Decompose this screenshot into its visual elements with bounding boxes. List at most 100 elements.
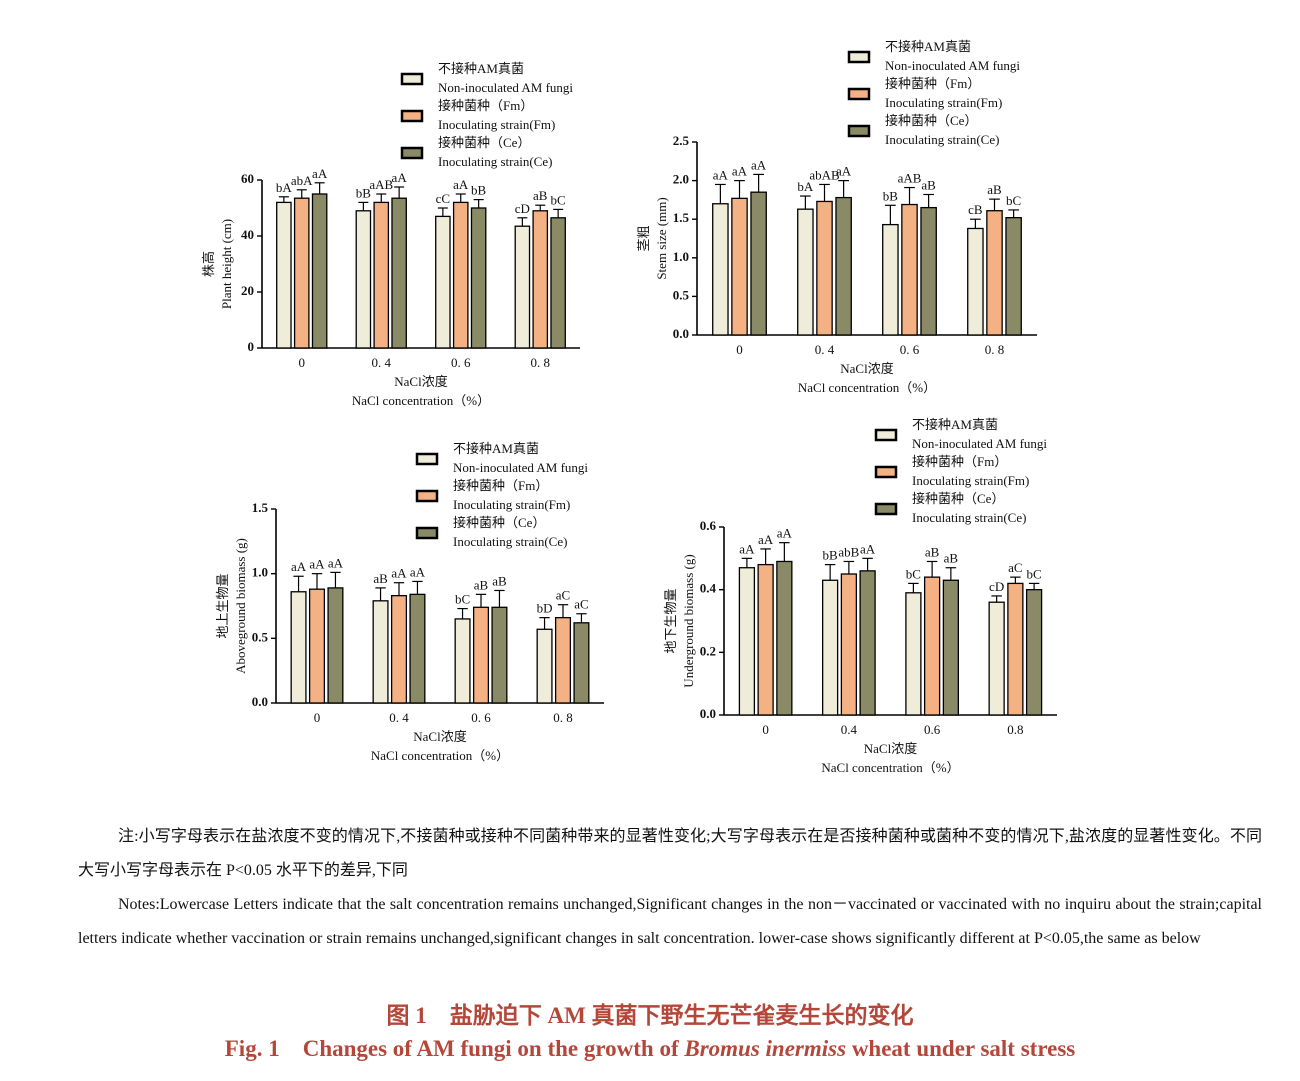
- bar: [988, 601, 1005, 716]
- y-tick-label: 0.4: [700, 581, 717, 596]
- x-tick-label: 0: [762, 722, 769, 737]
- x-label-en: NaCl concentration（%）: [821, 760, 959, 775]
- x-label-en: NaCl concentration（%）: [798, 380, 936, 395]
- significance-letter: aB: [492, 573, 507, 588]
- significance-letter: cD: [989, 579, 1004, 594]
- y-tick-label: 1.5: [673, 210, 690, 225]
- legend-label: Inoculating strain(Fm): [912, 473, 1029, 488]
- note-en: Notes:Lowercase Letters indicate that th…: [78, 896, 1262, 947]
- bar: [967, 227, 984, 336]
- significance-letter: aB: [474, 577, 489, 592]
- legend-swatch: [400, 146, 424, 160]
- legend-label: 接种菌种（Ce）: [912, 491, 1004, 506]
- significance-letter: bC: [455, 592, 470, 607]
- significance-letter: aA: [391, 566, 407, 581]
- y-tick-label: 0.2: [700, 643, 716, 658]
- significance-letter: aC: [1008, 560, 1022, 575]
- bar: [290, 591, 307, 704]
- y-label-cn: 地上生物量: [215, 573, 230, 638]
- significance-letter: bC: [1006, 193, 1021, 208]
- caption-label: Fig. 1: [224, 1036, 280, 1061]
- y-tick-label: 0.5: [673, 287, 690, 302]
- significance-letter: abB: [838, 544, 859, 559]
- x-label-en: NaCl concentration（%）: [371, 748, 509, 763]
- bar: [390, 595, 408, 704]
- x-tick-label: 0. 4: [372, 355, 392, 370]
- x-tick-label: 0. 6: [471, 710, 491, 725]
- legend-label: 接种菌种（Fm）: [438, 98, 533, 113]
- significance-letter: aAB: [898, 171, 922, 186]
- significance-letter: bA: [797, 179, 814, 194]
- bar: [1007, 582, 1024, 716]
- significance-letter: aB: [925, 544, 940, 559]
- significance-letter: abA: [291, 173, 313, 188]
- legend-label: 接种菌种（Fm）: [912, 454, 1007, 469]
- legend-label: 接种菌种（Fm）: [453, 478, 548, 493]
- y-tick-label: 0.0: [673, 326, 689, 341]
- significance-letter: bD: [537, 601, 553, 616]
- y-tick-label: 0.0: [700, 706, 716, 721]
- bar: [514, 225, 531, 349]
- note-cn: 注:小写字母表示在盐浓度不变的情况下,不接菌种或接种不同菌种带来的显著性变化;大…: [78, 828, 1262, 879]
- significance-letter: bC: [551, 192, 566, 207]
- significance-letter: bC: [1027, 566, 1042, 581]
- significance-letter: aA: [410, 564, 426, 579]
- significance-letter: aA: [777, 526, 793, 541]
- legend-label: Inoculating strain(Fm): [438, 117, 555, 132]
- significance-letter: cB: [968, 202, 983, 217]
- y-tick-label: 0: [248, 339, 255, 354]
- y-tick-label: 1.5: [252, 500, 269, 515]
- x-tick-label: 0. 6: [451, 355, 471, 370]
- caption-text: Changes of AM fungi on the growth of: [302, 1036, 679, 1061]
- significance-letter: aB: [987, 182, 1002, 197]
- legend-label: 接种菌种（Ce）: [453, 515, 545, 530]
- legend-label: Non-inoculated AM fungi: [885, 58, 1020, 73]
- x-tick-label: 0. 4: [389, 710, 409, 725]
- legend-label: 不接种AM真菌: [453, 441, 539, 456]
- bar: [905, 592, 922, 716]
- y-label-en: Plant height (cm): [219, 219, 234, 309]
- significance-letter: aB: [921, 177, 936, 192]
- significance-letter: aB: [944, 551, 959, 566]
- significance-letter: aA: [751, 157, 767, 172]
- bar: [731, 197, 748, 336]
- legend-label: 不接种AM真菌: [885, 39, 971, 54]
- bar: [276, 201, 292, 349]
- bar: [750, 191, 767, 336]
- legend-swatch: [874, 428, 898, 442]
- significance-letter: bB: [823, 548, 839, 563]
- legend-label: 不接种AM真菌: [912, 417, 998, 432]
- legend-swatch: [847, 124, 871, 138]
- y-tick-label: 0.0: [252, 694, 268, 709]
- significance-letter: bB: [883, 188, 899, 203]
- bar: [1005, 217, 1022, 336]
- bar: [409, 593, 426, 704]
- legend-swatch: [415, 489, 439, 503]
- y-tick-label: 20: [241, 283, 254, 298]
- legend-swatch: [847, 87, 871, 101]
- x-tick-label: 0.6: [924, 722, 941, 737]
- significance-letter: aA: [758, 532, 774, 547]
- y-tick-label: 2.0: [673, 172, 689, 187]
- y-label-en: Underground biomass (g): [681, 554, 696, 687]
- legend-label: 接种菌种（Ce）: [438, 135, 530, 150]
- significance-letter: aA: [836, 164, 852, 179]
- caption-species: Bromus inermiss: [684, 1036, 847, 1061]
- y-tick-label: 60: [241, 171, 254, 186]
- y-tick-label: 0.6: [700, 518, 717, 533]
- significance-letter: bA: [276, 180, 293, 195]
- significance-letter: aA: [860, 541, 876, 556]
- significance-letter: aA: [739, 541, 755, 556]
- significance-letter: aA: [309, 557, 325, 572]
- x-label-cn: NaCl浓度: [864, 741, 917, 756]
- significance-letter: aA: [328, 555, 344, 570]
- bar: [986, 210, 1003, 336]
- x-tick-label: 0: [736, 342, 743, 357]
- bar: [920, 206, 937, 336]
- legend-swatch: [400, 109, 424, 123]
- y-label-cn: 地下生物量: [663, 588, 678, 653]
- bar: [454, 618, 471, 704]
- bar: [470, 207, 487, 349]
